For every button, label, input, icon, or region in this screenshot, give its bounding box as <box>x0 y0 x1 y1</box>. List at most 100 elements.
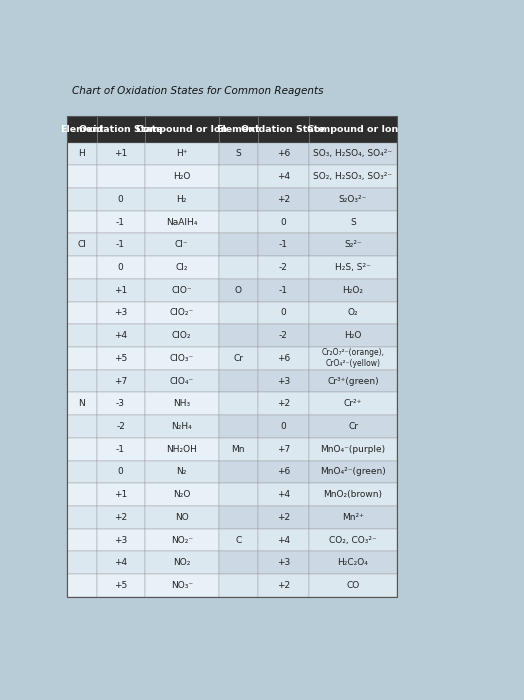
Bar <box>96 552 145 574</box>
Bar <box>309 233 397 256</box>
Bar <box>258 302 309 324</box>
Bar <box>96 188 145 211</box>
Bar <box>309 347 397 370</box>
Text: +2: +2 <box>277 581 290 590</box>
Bar <box>145 211 219 233</box>
Bar <box>258 438 309 461</box>
Text: NO₂: NO₂ <box>173 558 190 567</box>
Bar <box>96 116 145 143</box>
Bar <box>67 211 96 233</box>
Text: Oxidation State: Oxidation State <box>79 125 162 134</box>
Text: +4: +4 <box>277 172 290 181</box>
Bar <box>145 324 219 347</box>
Bar <box>309 574 397 597</box>
Text: N₂O: N₂O <box>173 490 190 499</box>
Bar <box>258 528 309 552</box>
Text: 0: 0 <box>280 218 286 227</box>
Bar <box>219 438 258 461</box>
Bar <box>309 552 397 574</box>
Bar <box>309 461 397 483</box>
Bar <box>96 438 145 461</box>
Text: N₂: N₂ <box>177 468 187 477</box>
Bar <box>67 116 397 597</box>
Bar <box>219 370 258 393</box>
Bar <box>96 393 145 415</box>
Bar <box>219 324 258 347</box>
Text: C: C <box>235 536 242 545</box>
Text: -1: -1 <box>116 218 125 227</box>
Text: NO: NO <box>175 513 189 522</box>
Text: -1: -1 <box>116 240 125 249</box>
Bar <box>67 461 96 483</box>
Text: H₂: H₂ <box>177 195 187 204</box>
Text: Compound or Ion: Compound or Ion <box>136 125 227 134</box>
Bar <box>258 370 309 393</box>
Bar <box>145 552 219 574</box>
Text: +2: +2 <box>277 399 290 408</box>
Bar <box>219 143 258 165</box>
Text: ClO₂⁻: ClO₂⁻ <box>170 309 194 317</box>
Bar <box>96 483 145 506</box>
Bar <box>219 165 258 188</box>
Bar <box>309 438 397 461</box>
Text: Element: Element <box>60 125 104 134</box>
Text: +4: +4 <box>114 558 127 567</box>
Bar <box>258 116 309 143</box>
Bar <box>309 211 397 233</box>
Bar <box>145 256 219 279</box>
Text: -1: -1 <box>116 444 125 454</box>
Bar <box>309 506 397 528</box>
Bar <box>219 256 258 279</box>
Bar <box>258 188 309 211</box>
Text: Cr³⁺(green): Cr³⁺(green) <box>327 377 379 386</box>
Text: +6: +6 <box>277 149 290 158</box>
Bar <box>219 528 258 552</box>
Text: NH₂OH: NH₂OH <box>166 444 197 454</box>
Bar <box>258 347 309 370</box>
Text: ClO₃⁻: ClO₃⁻ <box>170 354 194 363</box>
Bar <box>67 506 96 528</box>
Bar <box>67 256 96 279</box>
Bar <box>96 165 145 188</box>
Bar <box>145 279 219 302</box>
Bar <box>67 552 96 574</box>
Bar <box>219 574 258 597</box>
Bar <box>258 461 309 483</box>
Text: SO₃, H₂SO₄, SO₄²⁻: SO₃, H₂SO₄, SO₄²⁻ <box>313 149 392 158</box>
Bar <box>258 574 309 597</box>
Bar <box>96 415 145 438</box>
Text: +6: +6 <box>277 468 290 477</box>
Text: N₂H₄: N₂H₄ <box>171 422 192 431</box>
Text: +1: +1 <box>114 286 127 295</box>
Bar <box>145 302 219 324</box>
Text: 0: 0 <box>280 309 286 317</box>
Bar <box>67 302 96 324</box>
Bar <box>96 324 145 347</box>
Text: Mn²⁺: Mn²⁺ <box>342 513 364 522</box>
Bar <box>67 528 96 552</box>
Text: Element: Element <box>216 125 260 134</box>
Bar <box>219 233 258 256</box>
Bar <box>258 143 309 165</box>
Text: +7: +7 <box>277 444 290 454</box>
Bar <box>96 233 145 256</box>
Text: MnO₄²⁻(green): MnO₄²⁻(green) <box>320 468 386 477</box>
Bar <box>145 438 219 461</box>
Bar <box>258 393 309 415</box>
Text: H₂S, S²⁻: H₂S, S²⁻ <box>335 263 371 272</box>
Text: NO₃⁻: NO₃⁻ <box>171 581 193 590</box>
Text: -2: -2 <box>279 263 288 272</box>
Bar <box>309 483 397 506</box>
Bar <box>219 302 258 324</box>
Bar <box>309 393 397 415</box>
Bar <box>309 302 397 324</box>
Text: +2: +2 <box>277 513 290 522</box>
Text: 0: 0 <box>118 468 123 477</box>
Bar <box>67 347 96 370</box>
Text: +2: +2 <box>114 513 127 522</box>
Text: S: S <box>235 149 241 158</box>
Text: +4: +4 <box>277 536 290 545</box>
Text: H₂O: H₂O <box>344 331 362 340</box>
Bar <box>219 415 258 438</box>
Text: +6: +6 <box>277 354 290 363</box>
